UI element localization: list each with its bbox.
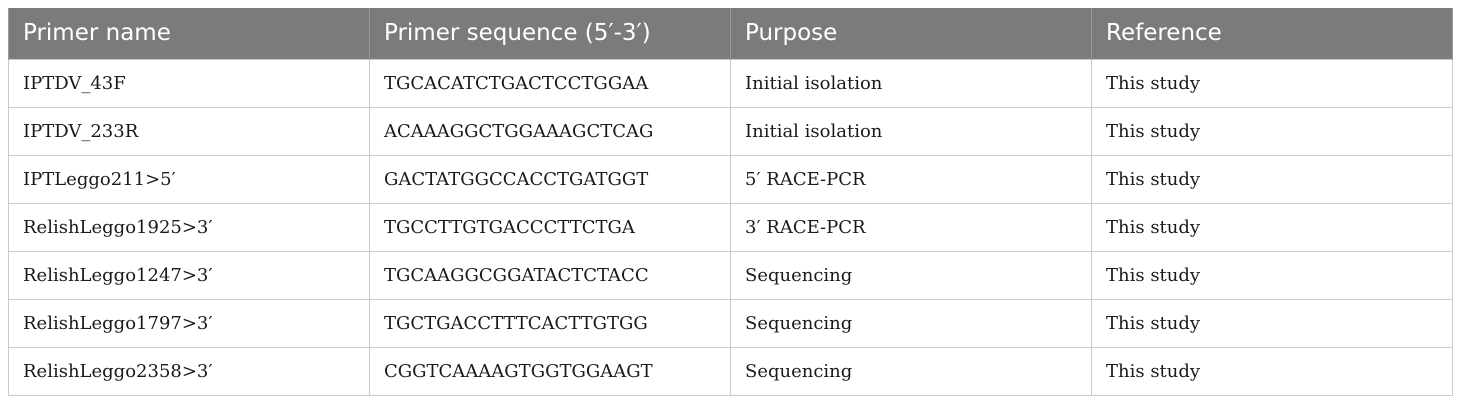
cell-primer-name: IPTDV_233R [8, 106, 370, 156]
cell-reference: This study [1091, 154, 1453, 204]
cell-primer-sequence: TGCTGACCTTTCACTTGTGG [369, 298, 731, 348]
cell-reference: This study [1091, 106, 1453, 156]
cell-reference: This study [1091, 250, 1453, 300]
cell-primer-sequence: TGCCTTGTGACCCTTCTGA [369, 202, 731, 252]
cell-reference: This study [1091, 58, 1453, 108]
cell-reference: This study [1091, 202, 1453, 252]
cell-purpose: Sequencing [730, 250, 1092, 300]
cell-primer-sequence: GACTATGGCCACCTGATGGT [369, 154, 731, 204]
cell-purpose: Initial isolation [730, 106, 1092, 156]
table-row: IPTDV_233R ACAAAGGCTGGAAAGCTCAG Initial … [8, 106, 1453, 156]
cell-purpose: Sequencing [730, 346, 1092, 396]
header-primer-name: Primer name [8, 8, 370, 59]
header-primer-sequence: Primer sequence (5′-3′) [369, 8, 731, 59]
cell-primer-sequence: TGCACATCTGACTCCTGGAA [369, 58, 731, 108]
cell-reference: This study [1091, 346, 1453, 396]
table-row: RelishLeggo1925>3′ TGCCTTGTGACCCTTCTGA 3… [8, 202, 1453, 252]
header-reference: Reference [1091, 8, 1453, 59]
cell-primer-name: RelishLeggo1925>3′ [8, 202, 370, 252]
cell-primer-name: RelishLeggo2358>3′ [8, 346, 370, 396]
cell-primer-name: IPTLeggo211>5′ [8, 154, 370, 204]
table-body: IPTDV_43F TGCACATCTGACTCCTGGAA Initial i… [8, 58, 1453, 396]
cell-reference: This study [1091, 298, 1453, 348]
cell-primer-sequence: CGGTCAAAAGTGGTGGAAGT [369, 346, 731, 396]
cell-primer-name: IPTDV_43F [8, 58, 370, 108]
cell-primer-name: RelishLeggo1247>3′ [8, 250, 370, 300]
cell-primer-sequence: ACAAAGGCTGGAAAGCTCAG [369, 106, 731, 156]
header-row: Primer name Primer sequence (5′-3′) Purp… [8, 8, 1453, 59]
cell-purpose: 3′ RACE-PCR [730, 202, 1092, 252]
table-row: RelishLeggo1247>3′ TGCAAGGCGGATACTCTACC … [8, 250, 1453, 300]
table-row: IPTLeggo211>5′ GACTATGGCCACCTGATGGT 5′ R… [8, 154, 1453, 204]
table-header: Primer name Primer sequence (5′-3′) Purp… [8, 8, 1453, 59]
primer-table-container: Primer name Primer sequence (5′-3′) Purp… [8, 8, 1453, 396]
header-purpose: Purpose [730, 8, 1092, 59]
table-row: IPTDV_43F TGCACATCTGACTCCTGGAA Initial i… [8, 58, 1453, 108]
cell-purpose: Sequencing [730, 298, 1092, 348]
cell-purpose: 5′ RACE-PCR [730, 154, 1092, 204]
table-row: RelishLeggo1797>3′ TGCTGACCTTTCACTTGTGG … [8, 298, 1453, 348]
cell-purpose: Initial isolation [730, 58, 1092, 108]
primer-table: Primer name Primer sequence (5′-3′) Purp… [8, 8, 1453, 396]
cell-primer-name: RelishLeggo1797>3′ [8, 298, 370, 348]
cell-primer-sequence: TGCAAGGCGGATACTCTACC [369, 250, 731, 300]
table-row: RelishLeggo2358>3′ CGGTCAAAAGTGGTGGAAGT … [8, 346, 1453, 396]
